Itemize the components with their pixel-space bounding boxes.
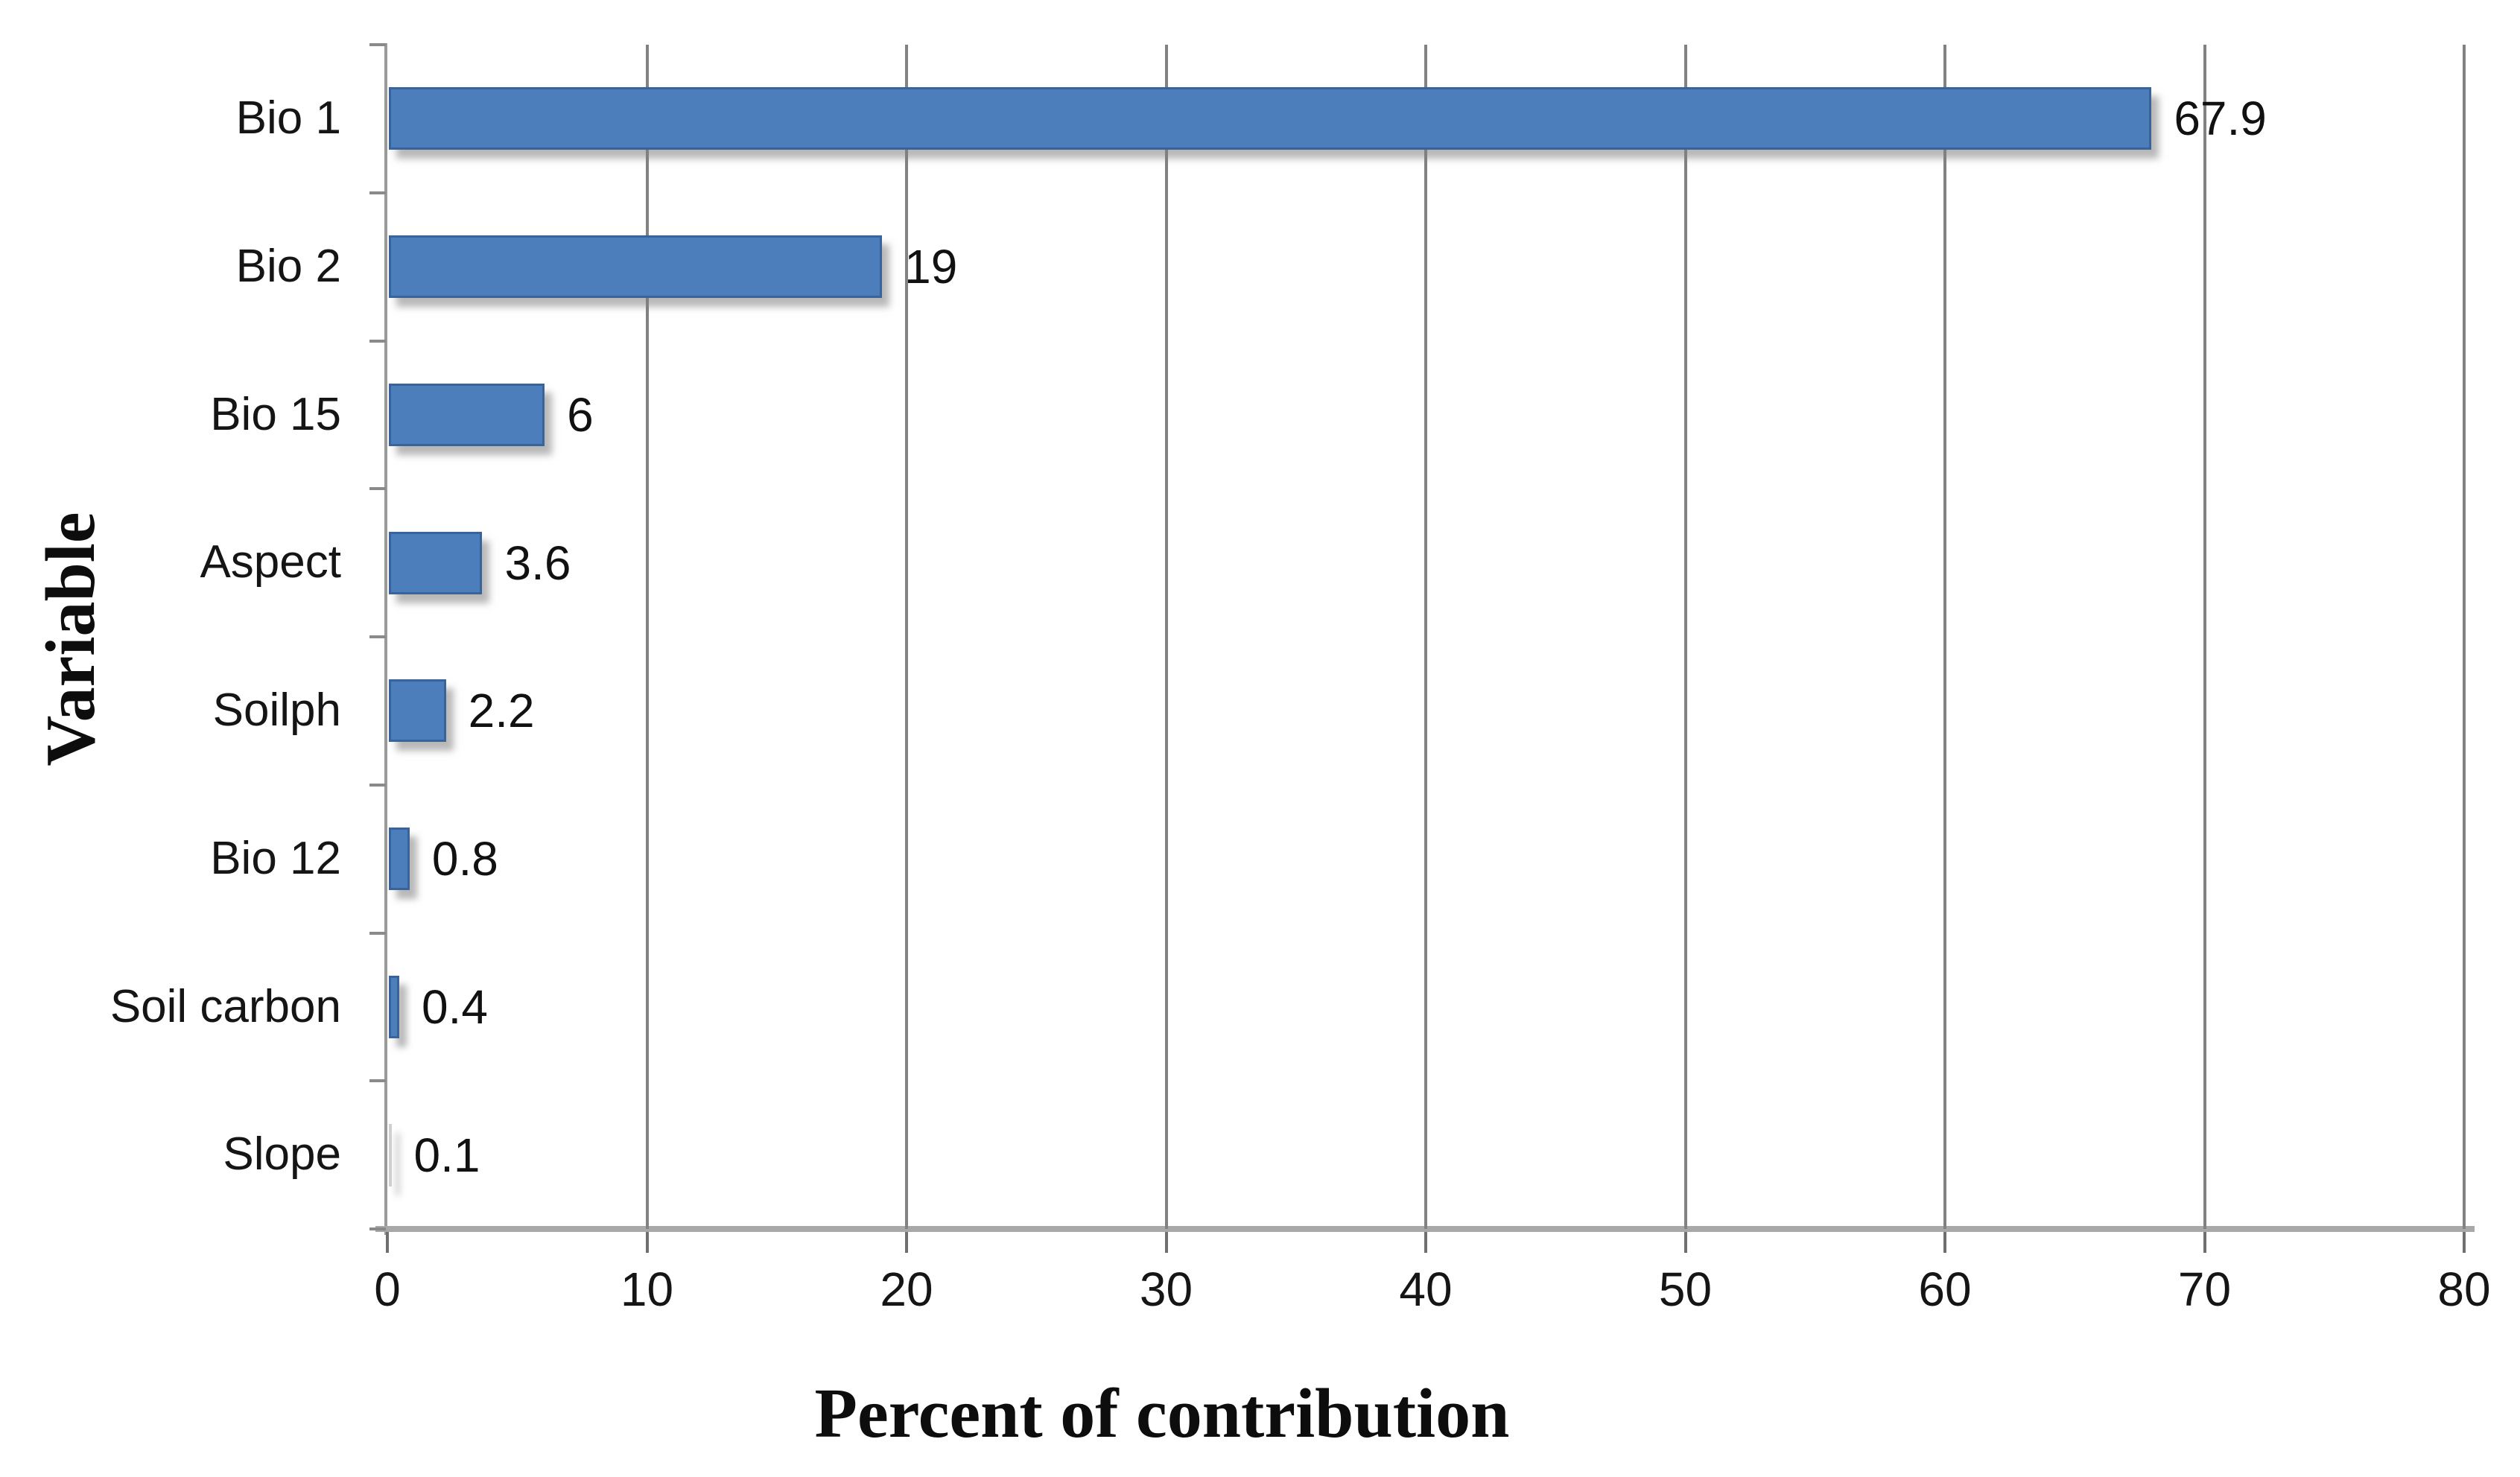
y-axis-tick-5 <box>369 783 386 787</box>
x-axis-title: Percent of contribution <box>814 1375 1510 1452</box>
x-axis-tick-20 <box>905 1232 908 1253</box>
x-tick-label-60: 60 <box>1918 1262 1972 1316</box>
x-tick-label-0: 0 <box>374 1262 401 1316</box>
x-axis-tick-0 <box>386 1232 389 1253</box>
y-axis-tick-4 <box>369 635 386 638</box>
bar-soil-carbon <box>389 975 399 1038</box>
gridline-30 <box>1164 45 1168 1229</box>
y-axis-tick-7 <box>369 1079 386 1083</box>
x-tick-label-10: 10 <box>620 1262 674 1316</box>
category-label-bio-1: Bio 1 <box>235 92 341 144</box>
gridline-80 <box>2463 45 2466 1229</box>
gridline-10 <box>645 45 649 1229</box>
bar-value-label: 3.6 <box>504 536 571 590</box>
x-axis-tick-70 <box>2203 1232 2206 1253</box>
bar-value-label: 6 <box>567 387 594 442</box>
y-axis-tick-8 <box>369 1227 386 1230</box>
gridline-70 <box>2203 45 2206 1229</box>
category-label-aspect: Aspect <box>200 536 341 588</box>
x-tick-label-50: 50 <box>1658 1262 1713 1316</box>
bar-value-label: 67.9 <box>2174 92 2267 146</box>
gridline-40 <box>1424 45 1427 1229</box>
y-axis-tick-6 <box>369 931 386 935</box>
x-tick-label-40: 40 <box>1399 1262 1453 1316</box>
x-axis-tick-80 <box>2463 1232 2466 1253</box>
gridline-60 <box>1943 45 1946 1229</box>
y-axis-tick-0 <box>369 43 386 46</box>
x-tick-label-20: 20 <box>880 1262 933 1316</box>
x-axis-tick-10 <box>645 1232 649 1253</box>
bar-bio-1 <box>389 87 2152 150</box>
category-label-bio-15: Bio 15 <box>210 388 341 440</box>
bar-value-label: 0.8 <box>431 832 498 886</box>
x-axis-tick-40 <box>1424 1232 1427 1253</box>
x-axis-tick-30 <box>1164 1232 1168 1253</box>
category-label-soilph: Soilph <box>212 684 341 736</box>
category-label-soil-carbon: Soil carbon <box>110 980 341 1032</box>
category-label-slope: Slope <box>223 1128 341 1181</box>
category-label-bio-2: Bio 2 <box>235 240 341 292</box>
y-axis-tick-2 <box>369 339 386 343</box>
bar-value-label: 2.2 <box>468 684 535 738</box>
bar-aspect <box>389 531 483 594</box>
x-tick-label-80: 80 <box>2437 1262 2491 1316</box>
bar-soilph <box>389 679 446 743</box>
y-axis-tick-3 <box>369 487 386 491</box>
x-axis-tick-60 <box>1943 1232 1946 1253</box>
gridline-50 <box>1683 45 1687 1229</box>
x-tick-label-30: 30 <box>1139 1262 1193 1316</box>
x-tick-label-70: 70 <box>2177 1262 2232 1316</box>
x-axis-tick-50 <box>1683 1232 1687 1253</box>
bar-bio-15 <box>389 383 545 446</box>
plot-area <box>387 45 2466 1229</box>
bar-slope <box>389 1123 392 1187</box>
x-axis-line <box>375 1226 2475 1232</box>
bar-value-label: 0.4 <box>421 979 488 1034</box>
y-axis-line <box>384 43 387 1235</box>
category-label-bio-12: Bio 12 <box>210 832 341 884</box>
bar-bio-2 <box>389 235 883 299</box>
bar-value-label: 19 <box>904 240 958 294</box>
bar-value-label: 0.1 <box>413 1128 480 1182</box>
gridline-20 <box>905 45 908 1229</box>
bar-bio-12 <box>389 828 410 891</box>
y-axis-tick-1 <box>369 191 386 194</box>
